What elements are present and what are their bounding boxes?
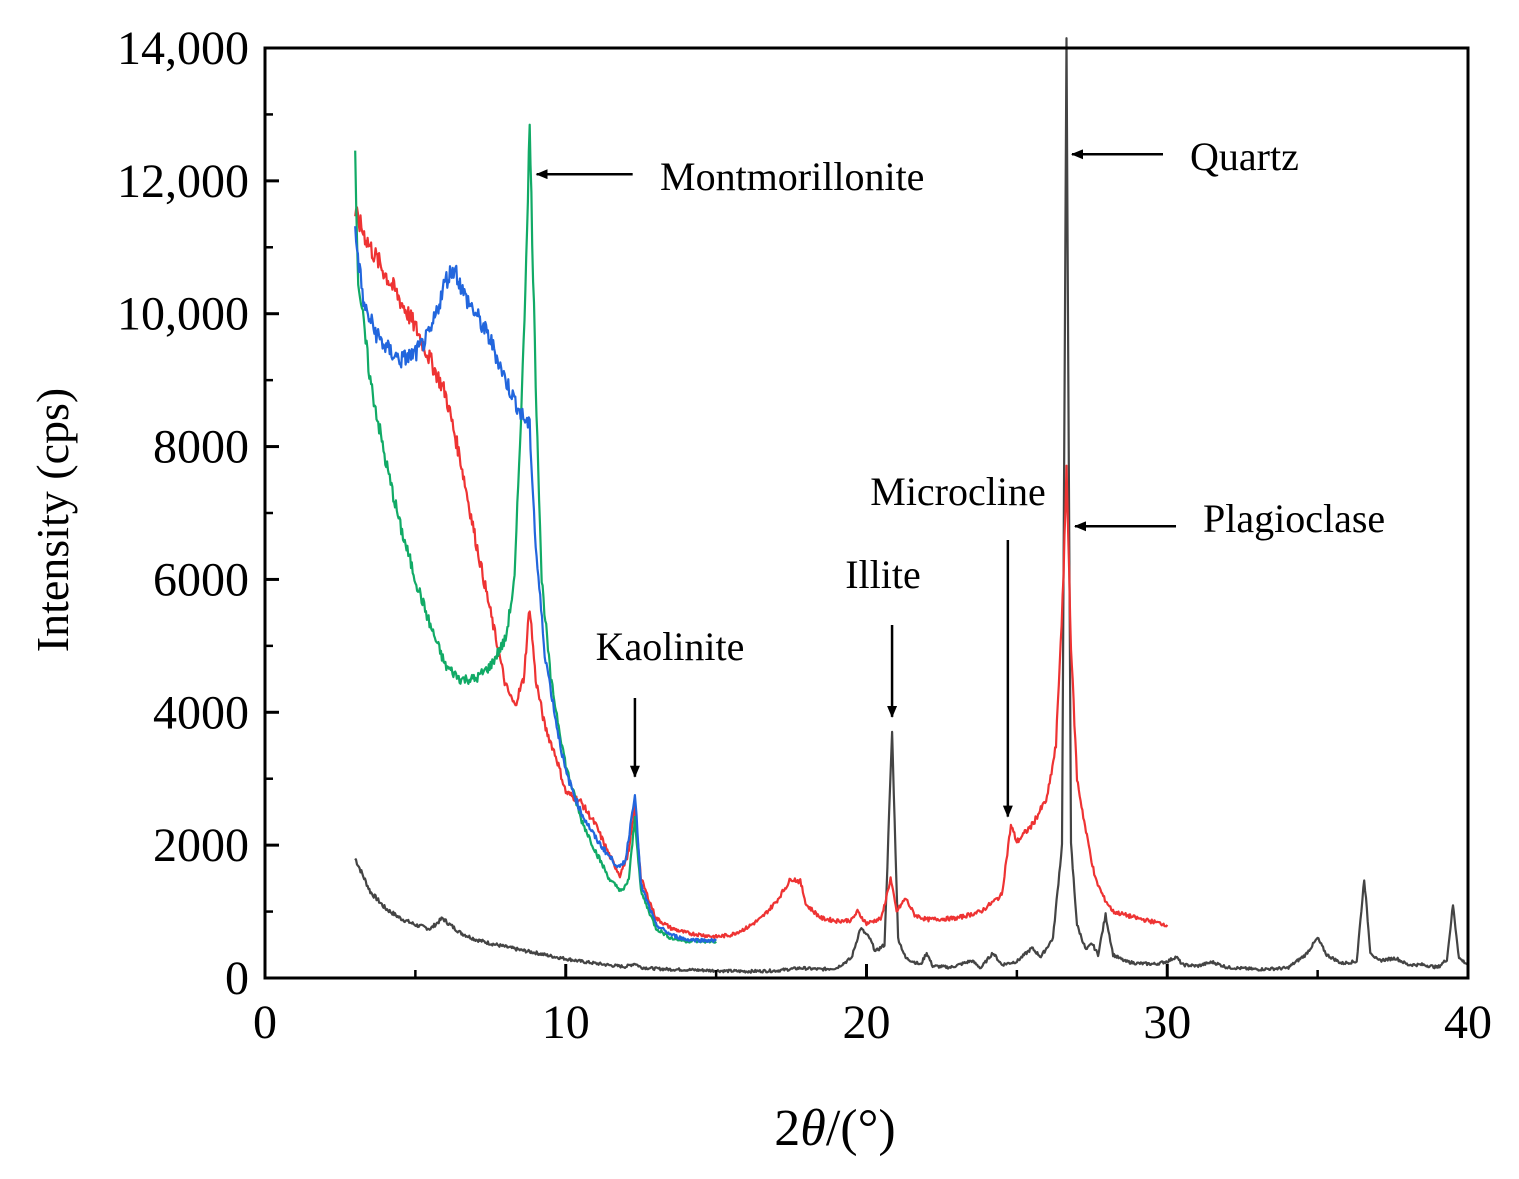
series-green-line — [354, 123, 717, 944]
ticks-layer: 0 10 20 30 40 0 2000 4000 6000 8000 10,000 12,000 14… — [117, 22, 1492, 1049]
y-tick-label: 10,000 — [117, 288, 249, 341]
montmorillonite-label: Montmorillonite — [660, 154, 924, 199]
x-axis-title: 2θ/(°) — [774, 1100, 895, 1157]
series-red-line — [354, 206, 1169, 940]
x-tick-label: 30 — [1143, 996, 1191, 1049]
y-axis-title: Intensity (cps) — [27, 388, 78, 652]
y-tick-label: 6000 — [153, 553, 249, 606]
x-axis-title-prefix: 2 — [774, 1100, 800, 1157]
plagioclase-label: Plagioclase — [1203, 496, 1385, 541]
x-tick-label: 10 — [542, 996, 590, 1049]
x-tick-label: 40 — [1444, 996, 1492, 1049]
x-axis-title-theta: θ — [800, 1100, 826, 1157]
kaolinite-label: Kaolinite — [596, 624, 745, 669]
y-tick-label: 4000 — [153, 686, 249, 739]
illite-label: Illite — [845, 552, 921, 597]
y-tick-label: 12,000 — [117, 155, 249, 208]
annotations-layer: Montmorillonite Quartz Plagioclase Microcli… — [535, 134, 1385, 818]
x-tick-label: 20 — [843, 996, 891, 1049]
series-blue-line — [354, 226, 717, 943]
series-layer — [354, 37, 1469, 974]
quartz-label: Quartz — [1190, 134, 1299, 179]
y-tick-label: 14,000 — [117, 22, 249, 75]
x-axis-title-suffix: /(°) — [826, 1100, 896, 1157]
microcline-label: Microcline — [870, 469, 1046, 514]
y-tick-label: 0 — [225, 952, 249, 1005]
series-black-line — [354, 37, 1469, 974]
y-tick-label: 2000 — [153, 819, 249, 872]
x-tick-label: 0 — [253, 996, 277, 1049]
y-tick-label: 8000 — [153, 421, 249, 474]
